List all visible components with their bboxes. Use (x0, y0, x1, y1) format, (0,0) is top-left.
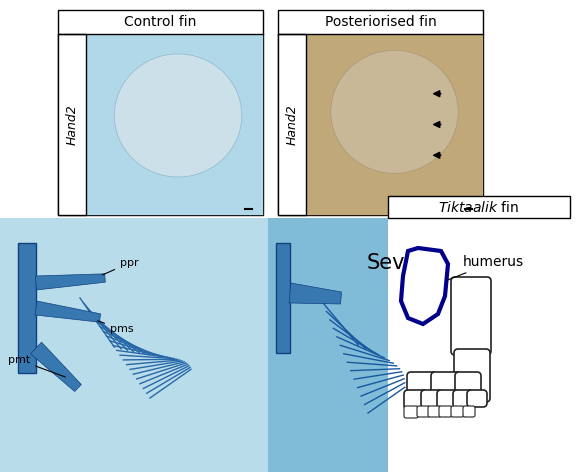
Bar (268, 218, 396, 472)
PathPatch shape (35, 301, 101, 322)
Text: Posteriorised fin: Posteriorised fin (325, 15, 436, 29)
Text: humerus: humerus (448, 255, 524, 280)
FancyBboxPatch shape (421, 390, 443, 408)
PathPatch shape (289, 283, 342, 304)
Ellipse shape (331, 51, 458, 173)
FancyBboxPatch shape (431, 372, 461, 394)
Bar (58, 34, 86, 215)
FancyBboxPatch shape (407, 372, 437, 396)
PathPatch shape (401, 248, 448, 324)
Ellipse shape (114, 54, 242, 177)
Bar (278, 34, 306, 215)
FancyBboxPatch shape (417, 406, 430, 417)
Text: Control fin: Control fin (125, 15, 197, 29)
FancyBboxPatch shape (454, 349, 490, 402)
Bar (306, 34, 483, 215)
Bar (276, 243, 290, 353)
Bar (388, 218, 582, 472)
FancyBboxPatch shape (455, 372, 481, 394)
Text: pmt: pmt (8, 355, 65, 377)
Text: pms: pms (98, 321, 134, 334)
Bar (18, 243, 36, 373)
FancyBboxPatch shape (428, 406, 441, 417)
Bar (86, 34, 263, 215)
Text: $\it{Tiktaalik}$ fin: $\it{Tiktaalik}$ fin (438, 200, 520, 214)
FancyBboxPatch shape (439, 406, 452, 417)
FancyBboxPatch shape (463, 406, 475, 417)
FancyBboxPatch shape (404, 406, 418, 418)
Text: Hand2: Hand2 (66, 104, 79, 145)
FancyBboxPatch shape (404, 390, 427, 409)
Text: ppr: ppr (102, 258, 139, 275)
PathPatch shape (36, 274, 105, 290)
FancyBboxPatch shape (453, 390, 473, 408)
FancyBboxPatch shape (451, 277, 491, 355)
Text: Severe: Severe (366, 253, 439, 273)
FancyBboxPatch shape (437, 390, 459, 408)
Text: Hand2: Hand2 (286, 104, 299, 145)
Bar (58, 10, 263, 215)
PathPatch shape (30, 342, 81, 391)
Bar (278, 10, 483, 215)
Bar (388, 196, 570, 218)
Bar (0, 218, 270, 472)
FancyBboxPatch shape (451, 406, 464, 417)
FancyBboxPatch shape (467, 390, 487, 407)
